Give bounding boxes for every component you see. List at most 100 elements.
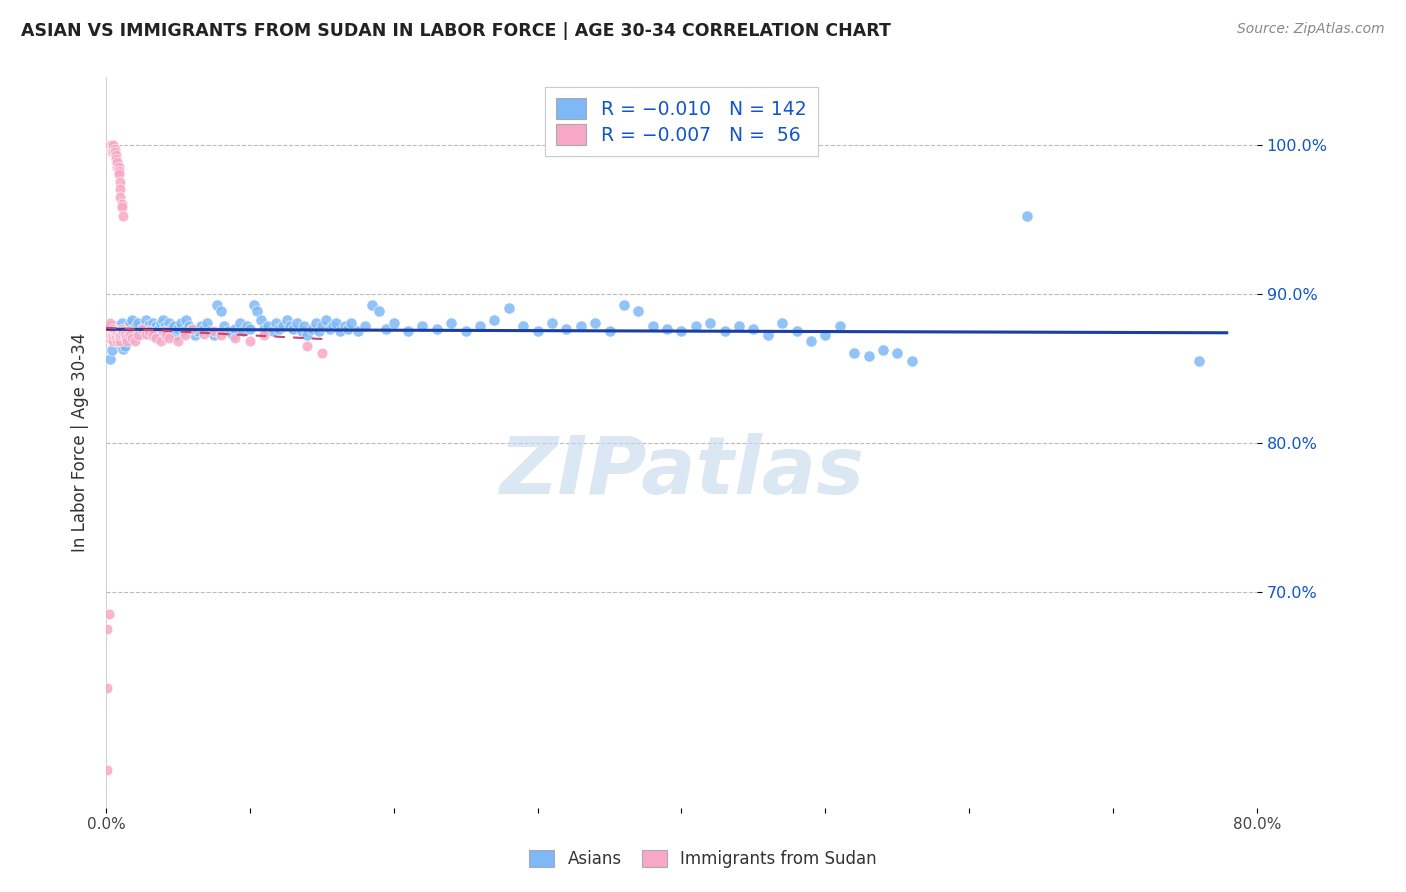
Immigrants from Sudan bbox=[104, 153, 127, 167]
Asians bbox=[112, 324, 135, 338]
Immigrants from Sudan bbox=[107, 157, 129, 171]
Asians bbox=[305, 316, 328, 330]
Immigrants from Sudan bbox=[98, 137, 121, 152]
Immigrants from Sudan bbox=[103, 142, 125, 156]
Asians bbox=[368, 304, 391, 318]
Asians bbox=[250, 313, 273, 327]
Asians bbox=[122, 331, 145, 345]
Asians bbox=[190, 319, 212, 334]
Immigrants from Sudan bbox=[127, 328, 149, 343]
Immigrants from Sudan bbox=[110, 189, 132, 203]
Immigrants from Sudan bbox=[149, 334, 172, 349]
Asians bbox=[132, 324, 155, 338]
Asians bbox=[291, 324, 314, 338]
Immigrants from Sudan bbox=[193, 326, 215, 341]
Asians bbox=[484, 313, 506, 327]
Asians bbox=[728, 319, 751, 334]
Immigrants from Sudan bbox=[100, 145, 122, 159]
Asians bbox=[842, 346, 865, 360]
Immigrants from Sudan bbox=[117, 334, 139, 349]
Asians bbox=[103, 319, 125, 334]
Asians bbox=[166, 322, 188, 336]
Asians bbox=[170, 316, 193, 330]
Asians bbox=[685, 319, 707, 334]
Asians bbox=[671, 324, 693, 338]
Asians bbox=[108, 330, 131, 344]
Immigrants from Sudan bbox=[103, 324, 125, 338]
Asians bbox=[209, 304, 232, 318]
Immigrants from Sudan bbox=[111, 322, 134, 336]
Asians bbox=[375, 322, 398, 336]
Asians bbox=[134, 319, 156, 334]
Asians bbox=[315, 313, 337, 327]
Asians bbox=[115, 324, 138, 338]
Immigrants from Sudan bbox=[100, 324, 122, 338]
Asians bbox=[107, 322, 129, 336]
Asians bbox=[271, 319, 294, 334]
Immigrants from Sudan bbox=[239, 334, 262, 349]
Immigrants from Sudan bbox=[100, 331, 122, 345]
Asians bbox=[117, 328, 139, 343]
Asians bbox=[426, 322, 449, 336]
Asians bbox=[159, 322, 181, 336]
Asians bbox=[173, 324, 195, 338]
Asians bbox=[142, 316, 165, 330]
Immigrants from Sudan bbox=[138, 324, 160, 338]
Asians bbox=[278, 319, 301, 334]
Asians bbox=[354, 319, 377, 334]
Immigrants from Sudan bbox=[111, 326, 134, 341]
Asians bbox=[239, 322, 262, 336]
Immigrants from Sudan bbox=[111, 200, 134, 214]
Immigrants from Sudan bbox=[108, 167, 131, 181]
Asians bbox=[325, 316, 347, 330]
Immigrants from Sudan bbox=[108, 160, 131, 174]
Asians bbox=[742, 322, 765, 336]
Immigrants from Sudan bbox=[110, 175, 132, 189]
Immigrants from Sudan bbox=[103, 145, 125, 159]
Asians bbox=[118, 319, 141, 334]
Asians bbox=[267, 322, 290, 336]
Asians bbox=[262, 324, 284, 338]
Asians bbox=[382, 316, 405, 330]
Asians bbox=[297, 328, 319, 343]
Asians bbox=[1188, 353, 1211, 368]
Asians bbox=[800, 334, 823, 349]
Immigrants from Sudan bbox=[152, 324, 174, 338]
Asians bbox=[176, 313, 198, 327]
Asians bbox=[112, 342, 135, 356]
Immigrants from Sudan bbox=[174, 328, 197, 343]
Immigrants from Sudan bbox=[98, 316, 121, 330]
Text: Source: ZipAtlas.com: Source: ZipAtlas.com bbox=[1237, 22, 1385, 37]
Immigrants from Sudan bbox=[135, 326, 157, 341]
Immigrants from Sudan bbox=[155, 328, 177, 343]
Immigrants from Sudan bbox=[104, 328, 127, 343]
Immigrants from Sudan bbox=[253, 328, 276, 343]
Asians bbox=[858, 349, 880, 363]
Asians bbox=[110, 337, 132, 351]
Asians bbox=[148, 322, 170, 336]
Asians bbox=[264, 316, 287, 330]
Immigrants from Sudan bbox=[121, 331, 143, 345]
Immigrants from Sudan bbox=[101, 145, 124, 159]
Asians bbox=[828, 319, 851, 334]
Asians bbox=[124, 324, 146, 338]
Asians bbox=[468, 319, 491, 334]
Immigrants from Sudan bbox=[100, 137, 122, 152]
Immigrants from Sudan bbox=[118, 324, 141, 338]
Immigrants from Sudan bbox=[120, 328, 142, 343]
Immigrants from Sudan bbox=[97, 140, 120, 154]
Immigrants from Sudan bbox=[101, 137, 124, 152]
Immigrants from Sudan bbox=[112, 209, 135, 223]
Asians bbox=[285, 316, 308, 330]
Asians bbox=[1015, 209, 1038, 223]
Immigrants from Sudan bbox=[98, 328, 121, 343]
Immigrants from Sudan bbox=[108, 164, 131, 178]
Asians bbox=[713, 324, 735, 338]
Asians bbox=[583, 316, 606, 330]
Asians bbox=[346, 324, 368, 338]
Legend: R = −0.010   N = 142, R = −0.007   N =  56: R = −0.010 N = 142, R = −0.007 N = 56 bbox=[546, 87, 818, 156]
Asians bbox=[232, 324, 254, 338]
Immigrants from Sudan bbox=[101, 140, 124, 154]
Asians bbox=[108, 334, 131, 349]
Asians bbox=[155, 324, 177, 338]
